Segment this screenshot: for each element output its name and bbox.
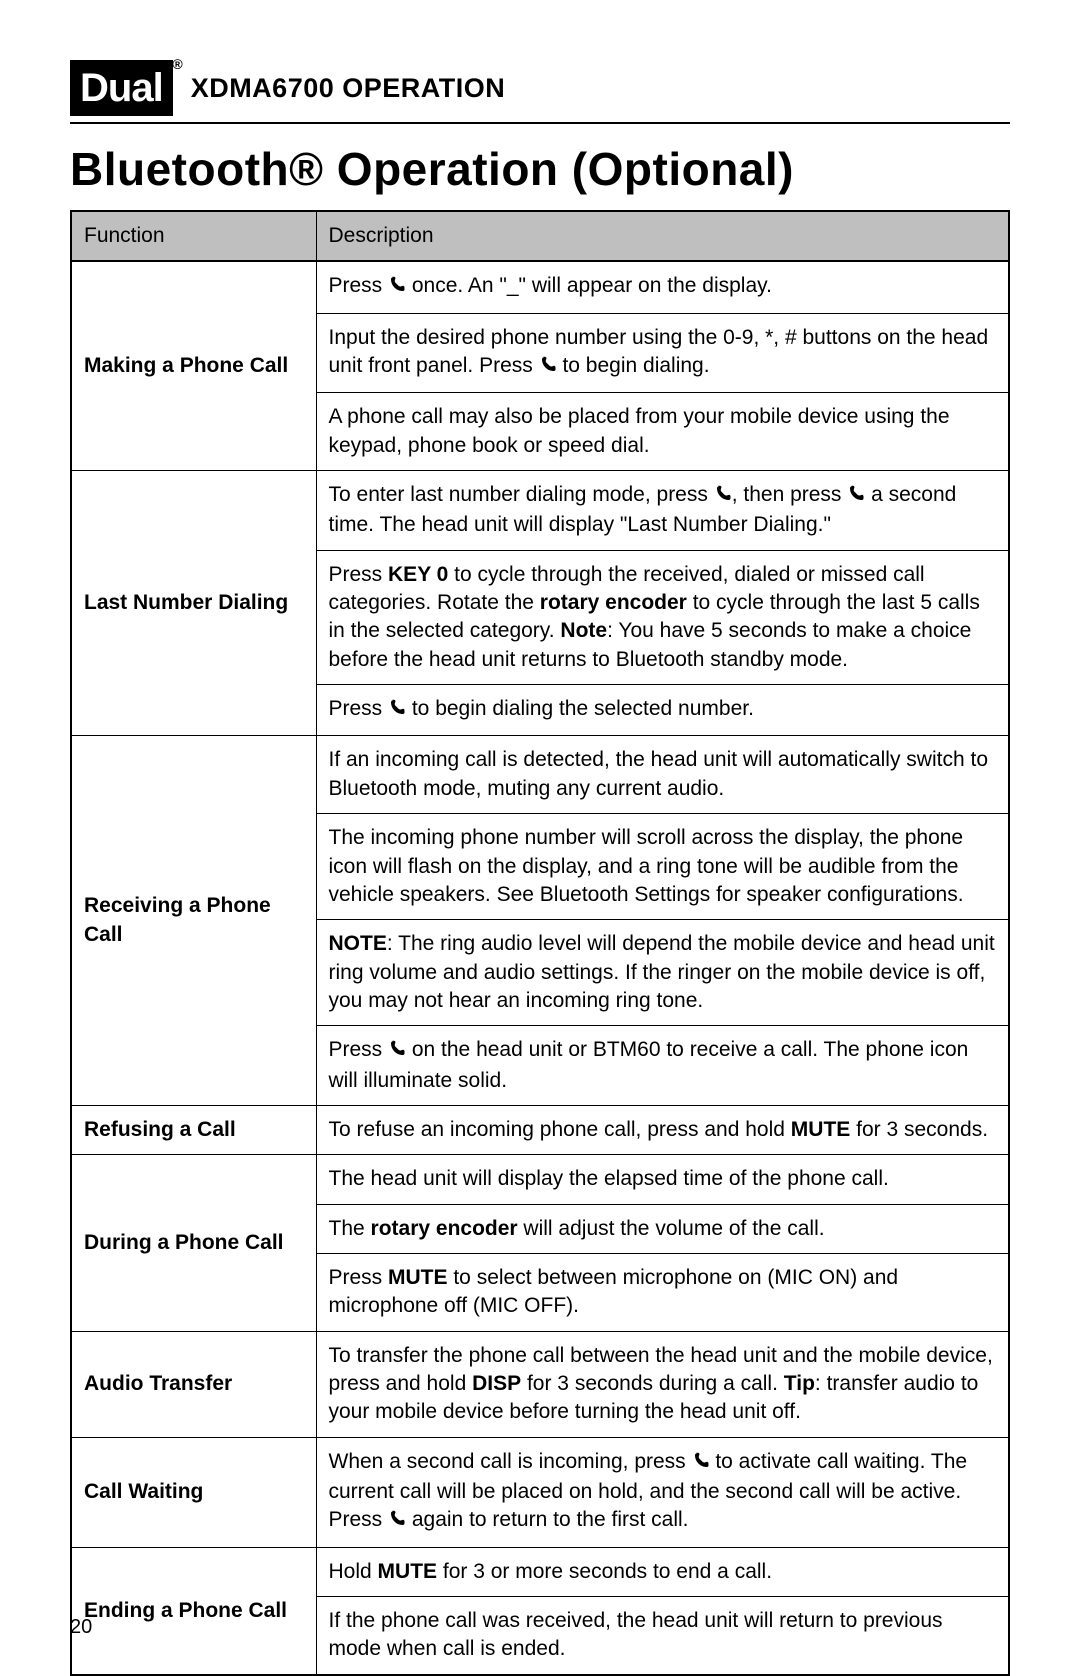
text: for 3 or more seconds to end a call. — [437, 1560, 772, 1583]
desc-cell: Press MUTE to select between microphone … — [316, 1253, 1009, 1331]
func-during: During a Phone Call — [71, 1155, 316, 1331]
desc-cell: Press on the head unit or BTM60 to recei… — [316, 1026, 1009, 1106]
text-bold: MUTE — [791, 1118, 851, 1141]
table-row: Ending a Phone Call Hold MUTE for 3 or m… — [71, 1547, 1009, 1596]
text-bold: KEY 0 — [388, 563, 448, 586]
text-bold: NOTE — [329, 932, 387, 955]
text-bold: rotary encoder — [540, 591, 687, 614]
desc-cell: If the phone call was received, the head… — [316, 1597, 1009, 1675]
operation-table: Function Description Making a Phone Call… — [70, 210, 1010, 1676]
text: will adjust the volume of the call. — [518, 1217, 825, 1240]
registered-mark: ® — [172, 56, 182, 72]
text: to begin dialing. — [557, 354, 710, 377]
func-refusing: Refusing a Call — [71, 1105, 316, 1154]
desc-cell: A phone call may also be placed from you… — [316, 393, 1009, 471]
desc-cell: To enter last number dialing mode, press… — [316, 471, 1009, 551]
brand-logo: Dual ® — [70, 60, 173, 116]
desc-cell: Press to begin dialing the selected numb… — [316, 685, 1009, 736]
model-number: XDMA6700 — [191, 73, 335, 103]
text: When a second call is incoming, press — [329, 1450, 692, 1473]
phone-icon — [388, 697, 406, 725]
desc-cell: Press once. An "_" will appear on the di… — [316, 261, 1009, 313]
desc-cell: NOTE: The ring audio level will depend t… — [316, 920, 1009, 1026]
col-description: Description — [316, 211, 1009, 261]
desc-cell: Input the desired phone number using the… — [316, 313, 1009, 393]
desc-cell: To refuse an incoming phone call, press … — [316, 1105, 1009, 1154]
text: to begin dialing the selected number. — [406, 697, 754, 720]
page: Dual ® XDMA6700 OPERATION Bluetooth® Ope… — [0, 0, 1080, 1669]
text: Press — [329, 274, 389, 297]
text-bold: DISP — [472, 1372, 521, 1395]
text-bold: Note — [560, 619, 607, 642]
table-row: Last Number Dialing To enter last number… — [71, 471, 1009, 551]
text-bold: MUTE — [388, 1266, 448, 1289]
text-bold: Tip — [784, 1372, 815, 1395]
table-row: Call Waiting When a second call is incom… — [71, 1437, 1009, 1547]
text: Press — [329, 697, 389, 720]
col-function: Function — [71, 211, 316, 261]
text: Press — [329, 1266, 389, 1289]
table-row: Refusing a Call To refuse an incoming ph… — [71, 1105, 1009, 1154]
func-transfer: Audio Transfer — [71, 1331, 316, 1437]
desc-cell: Hold MUTE for 3 or more seconds to end a… — [316, 1547, 1009, 1596]
text: Hold — [329, 1560, 378, 1583]
text: Press — [329, 563, 389, 586]
page-header: Dual ® XDMA6700 OPERATION — [70, 60, 1010, 124]
phone-icon — [539, 354, 557, 382]
phone-icon — [692, 1450, 710, 1478]
func-receiving: Receiving a Phone Call — [71, 736, 316, 1105]
phone-icon — [847, 483, 865, 511]
func-waiting: Call Waiting — [71, 1437, 316, 1547]
text: again to return to the first call. — [406, 1508, 688, 1531]
text: on the head unit or BTM60 to receive a c… — [329, 1038, 969, 1091]
desc-cell: When a second call is incoming, press to… — [316, 1437, 1009, 1547]
desc-cell: The incoming phone number will scroll ac… — [316, 814, 1009, 920]
model-suffix: OPERATION — [342, 73, 505, 103]
desc-cell: Press KEY 0 to cycle through the receive… — [316, 550, 1009, 684]
page-title: Bluetooth® Operation (Optional) — [70, 142, 1010, 196]
phone-icon — [388, 1038, 406, 1066]
text-bold: MUTE — [378, 1560, 438, 1583]
func-ending: Ending a Phone Call — [71, 1547, 316, 1675]
text-bold: rotary encoder — [371, 1217, 518, 1240]
table-row: Audio Transfer To transfer the phone cal… — [71, 1331, 1009, 1437]
page-number: 20 — [70, 1616, 92, 1639]
table-row: During a Phone Call The head unit will d… — [71, 1155, 1009, 1204]
brand-logo-text: Dual — [70, 60, 173, 116]
text: : The ring audio level will depend the m… — [329, 932, 995, 1012]
model-title: XDMA6700 OPERATION — [191, 73, 506, 104]
text: Press — [329, 1038, 389, 1061]
phone-icon — [388, 274, 406, 302]
desc-cell: If an incoming call is detected, the hea… — [316, 736, 1009, 814]
desc-cell: The head unit will display the elapsed t… — [316, 1155, 1009, 1204]
func-last-number: Last Number Dialing — [71, 471, 316, 736]
text: The — [329, 1217, 371, 1240]
text: for 3 seconds during a call. — [521, 1372, 784, 1395]
text: once. An "_" will appear on the display. — [406, 274, 772, 297]
text: To refuse an incoming phone call, press … — [329, 1118, 791, 1141]
table-row: Receiving a Phone Call If an incoming ca… — [71, 736, 1009, 814]
desc-cell: To transfer the phone call between the h… — [316, 1331, 1009, 1437]
text: , then press — [732, 483, 848, 506]
text: for 3 seconds. — [850, 1118, 988, 1141]
func-making-call: Making a Phone Call — [71, 261, 316, 470]
phone-icon — [714, 483, 732, 511]
text: To enter last number dialing mode, press — [329, 483, 714, 506]
phone-icon — [388, 1508, 406, 1536]
table-header-row: Function Description — [71, 211, 1009, 261]
table-row: Making a Phone Call Press once. An "_" w… — [71, 261, 1009, 313]
desc-cell: The rotary encoder will adjust the volum… — [316, 1204, 1009, 1253]
